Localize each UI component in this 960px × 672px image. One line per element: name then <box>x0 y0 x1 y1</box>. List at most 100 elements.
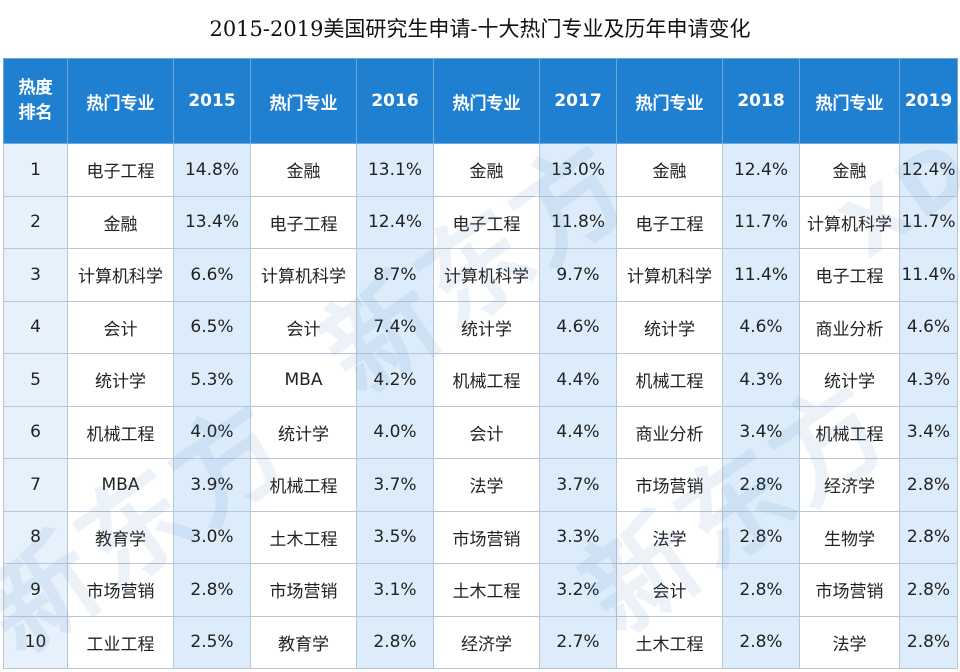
percentage-cell: 2.8% <box>722 458 800 512</box>
major-cell: 计算机科学 <box>250 248 357 302</box>
major-cell: 经济学 <box>799 458 900 512</box>
percentage-cell: 3.9% <box>173 458 251 512</box>
percentage-cell: 4.4% <box>539 353 617 407</box>
percentage-cell: 8.7% <box>356 248 434 302</box>
major-cell: 统计学 <box>250 405 357 459</box>
major-cell: 机械工程 <box>433 353 540 407</box>
percentage-cell: 2.8% <box>356 615 434 669</box>
header-major-2016: 热门专业 <box>250 58 357 144</box>
major-cell: 市场营销 <box>250 563 357 617</box>
percentage-cell: 2.8% <box>722 615 800 669</box>
rank-cell: 10 <box>3 615 68 669</box>
header-year-2019: 2019 <box>899 58 958 144</box>
percentage-cell: 11.7% <box>899 195 958 249</box>
rank-cell: 1 <box>3 143 68 197</box>
percentage-cell: 2.7% <box>539 615 617 669</box>
table-body: 1 电子工程 14.8% 金融 13.1% 金融 13.0% 金融 12.4% 金融 12.4% 2 金… <box>3 143 958 669</box>
percentage-cell: 2.8% <box>899 563 958 617</box>
table-row: 6 机械工程 4.0% 统计学 4.0% 会计 4.4% 商业分析 3.4% 机械工程 3.4% <box>3 405 958 459</box>
major-cell: 电子工程 <box>433 195 540 249</box>
major-cell: 法学 <box>433 458 540 512</box>
percentage-cell: 13.0% <box>539 143 617 197</box>
rank-cell: 2 <box>3 195 68 249</box>
major-cell: 土木工程 <box>433 563 540 617</box>
percentage-cell: 3.3% <box>539 510 617 564</box>
percentage-cell: 2.5% <box>173 615 251 669</box>
table-title: 2015-2019美国研究生申请-十大热门专业及历年申请变化 <box>209 17 751 41</box>
percentage-cell: 3.4% <box>722 405 800 459</box>
percentage-cell: 4.6% <box>899 300 958 354</box>
percentage-cell: 3.2% <box>539 563 617 617</box>
percentage-cell: 4.6% <box>539 300 617 354</box>
header-row: 热度 排名 热门专业 2015 热门专业 2016 热门专业 2017 热门专业… <box>3 58 958 144</box>
major-cell: 会计 <box>433 405 540 459</box>
major-cell: 教育学 <box>250 615 357 669</box>
major-cell: 电子工程 <box>250 195 357 249</box>
major-cell: 统计学 <box>433 300 540 354</box>
header-year-2016: 2016 <box>356 58 434 144</box>
major-cell: 市场营销 <box>67 563 174 617</box>
header-year-2015: 2015 <box>173 58 251 144</box>
major-cell: 商业分析 <box>616 405 723 459</box>
major-cell: 市场营销 <box>799 563 900 617</box>
major-cell: 电子工程 <box>67 143 174 197</box>
major-cell: 计算机科学 <box>616 248 723 302</box>
major-cell: 机械工程 <box>616 353 723 407</box>
percentage-cell: 3.7% <box>539 458 617 512</box>
major-cell: 金融 <box>433 143 540 197</box>
major-cell: 经济学 <box>433 615 540 669</box>
header-year-2017: 2017 <box>539 58 617 144</box>
table-row: 9 市场营销 2.8% 市场营销 3.1% 土木工程 3.2% 会计 2.8% 市场营销 2.8% <box>3 563 958 617</box>
major-cell: 工业工程 <box>67 615 174 669</box>
percentage-cell: 2.8% <box>899 615 958 669</box>
header-major-2019: 热门专业 <box>799 58 900 144</box>
percentage-cell: 4.0% <box>173 405 251 459</box>
majors-ranking-table: 热度 排名 热门专业 2015 热门专业 2016 热门专业 2017 热门专业… <box>3 58 958 669</box>
percentage-cell: 11.8% <box>539 195 617 249</box>
major-cell: 电子工程 <box>799 248 900 302</box>
percentage-cell: 3.0% <box>173 510 251 564</box>
percentage-cell: 3.7% <box>356 458 434 512</box>
percentage-cell: 2.8% <box>722 510 800 564</box>
major-cell: 法学 <box>616 510 723 564</box>
major-cell: 市场营销 <box>616 458 723 512</box>
percentage-cell: 5.3% <box>173 353 251 407</box>
percentage-cell: 12.4% <box>722 143 800 197</box>
major-cell: MBA <box>250 353 357 407</box>
major-cell: 统计学 <box>799 353 900 407</box>
table-row: 5 统计学 5.3% MBA 4.2% 机械工程 4.4% 机械工程 4.3% 统计学 4.3% <box>3 353 958 407</box>
header-rank: 热度 排名 <box>3 58 68 144</box>
major-cell: 市场营销 <box>433 510 540 564</box>
major-cell: 法学 <box>799 615 900 669</box>
percentage-cell: 3.1% <box>356 563 434 617</box>
header-major-2018: 热门专业 <box>616 58 723 144</box>
header-major-2015: 热门专业 <box>67 58 174 144</box>
header-year-2018: 2018 <box>722 58 800 144</box>
percentage-cell: 4.0% <box>356 405 434 459</box>
major-cell: 电子工程 <box>616 195 723 249</box>
table-row: 10 工业工程 2.5% 教育学 2.8% 经济学 2.7% 土木工程 2.8% 法学 2.8% <box>3 615 958 669</box>
percentage-cell: 11.4% <box>899 248 958 302</box>
major-cell: 机械工程 <box>67 405 174 459</box>
table-row: 8 教育学 3.0% 土木工程 3.5% 市场营销 3.3% 法学 2.8% 生物学 2.8% <box>3 510 958 564</box>
percentage-cell: 13.1% <box>356 143 434 197</box>
major-cell: 金融 <box>67 195 174 249</box>
major-cell: 统计学 <box>67 353 174 407</box>
header-rank-line2: 排名 <box>18 103 53 123</box>
major-cell: 会计 <box>250 300 357 354</box>
major-cell: 商业分析 <box>799 300 900 354</box>
percentage-cell: 11.7% <box>722 195 800 249</box>
rank-cell: 4 <box>3 300 68 354</box>
percentage-cell: 4.3% <box>899 353 958 407</box>
table-row: 2 金融 13.4% 电子工程 12.4% 电子工程 11.8% 电子工程 11.7% 计算机科学… <box>3 195 958 249</box>
rank-cell: 6 <box>3 405 68 459</box>
percentage-cell: 14.8% <box>173 143 251 197</box>
percentage-cell: 12.4% <box>899 143 958 197</box>
major-cell: 土木工程 <box>250 510 357 564</box>
percentage-cell: 2.8% <box>722 563 800 617</box>
major-cell: 统计学 <box>616 300 723 354</box>
percentage-cell: 6.6% <box>173 248 251 302</box>
major-cell: 金融 <box>250 143 357 197</box>
major-cell: 会计 <box>616 563 723 617</box>
rank-cell: 5 <box>3 353 68 407</box>
